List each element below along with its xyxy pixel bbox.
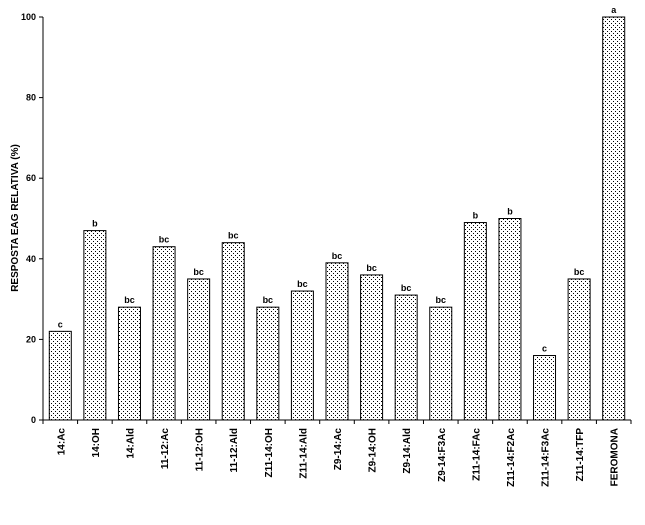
y-tick-label: 40	[26, 254, 36, 264]
bar-data-label: bc	[574, 267, 585, 277]
bar	[256, 306, 280, 421]
bar	[117, 306, 141, 421]
y-tick-label: 0	[31, 415, 36, 425]
x-category-label: 11-12:OH	[195, 428, 206, 471]
x-category-label: Z11-14:Ald	[298, 428, 309, 479]
bar	[221, 242, 245, 421]
x-category-label: 11-12:Ald	[229, 428, 240, 472]
y-axis: 0 20 40 60 80 100	[21, 12, 44, 425]
bar	[429, 306, 453, 421]
bar	[187, 278, 211, 421]
bar	[498, 218, 522, 421]
x-category-label: 14:Ac	[56, 428, 67, 456]
bar-data-label: bc	[297, 279, 308, 289]
y-tick-label: 100	[21, 12, 36, 22]
x-category-label: Z9-14:F3Ac	[437, 428, 448, 482]
bar	[394, 294, 418, 421]
bar	[602, 16, 626, 421]
bar-data-label: bc	[332, 251, 343, 261]
bar	[463, 222, 487, 421]
bar-data-label: bc	[366, 263, 377, 273]
x-category-label: Z9-14:Ac	[333, 428, 344, 471]
bar-data-label: b	[92, 219, 98, 229]
x-category-label: 14:OH	[91, 428, 102, 457]
bar	[325, 262, 349, 421]
bar-data-label: b	[473, 211, 479, 221]
bar-data-label: c	[58, 319, 63, 329]
x-category-label: Z11-14:FAc	[471, 428, 482, 481]
x-category-label: 11-12:Ac	[160, 428, 171, 470]
x-category-label: Z11-14:F2Ac	[506, 428, 517, 487]
y-tick-label: 80	[26, 93, 36, 103]
x-category-label: FEROMONA	[610, 428, 621, 486]
bar-data-label: bc	[228, 231, 239, 241]
x-category-label: Z9-14:Ald	[402, 428, 413, 474]
x-category-label: Z11-14:F3Ac	[541, 428, 552, 487]
bar-data-label: bc	[193, 267, 204, 277]
bar-data-label: bc	[124, 295, 135, 305]
bar	[290, 290, 314, 421]
y-axis-title: RESPOSTA EAG RELATIVA (%)	[10, 144, 21, 292]
x-category-label: 14:Ald	[125, 428, 136, 459]
bar	[360, 274, 384, 421]
bar	[567, 278, 591, 421]
y-tick-label: 20	[26, 334, 36, 344]
x-category-label: Z9-14:OH	[368, 428, 379, 472]
bar-data-label: c	[542, 344, 547, 354]
x-category-label: Z11-14:TFP	[575, 428, 586, 482]
x-axis: 14:Ac 14:OH 14:Ald 11-12:Ac 11-12:OH 11-12:Al…	[42, 419, 632, 487]
bar-data-label: bc	[436, 295, 447, 305]
bar-data-label: bc	[159, 235, 170, 245]
bar-data-label: a	[611, 5, 617, 15]
x-category-label: Z11-14:OH	[264, 428, 275, 477]
bar-data-label: b	[507, 207, 513, 217]
bar	[533, 355, 557, 421]
bar	[152, 246, 176, 421]
bar-data-label: bc	[401, 283, 412, 293]
bar-data-label: bc	[263, 295, 274, 305]
bar	[83, 230, 107, 421]
bar	[48, 330, 72, 421]
y-tick-label: 60	[26, 173, 36, 183]
